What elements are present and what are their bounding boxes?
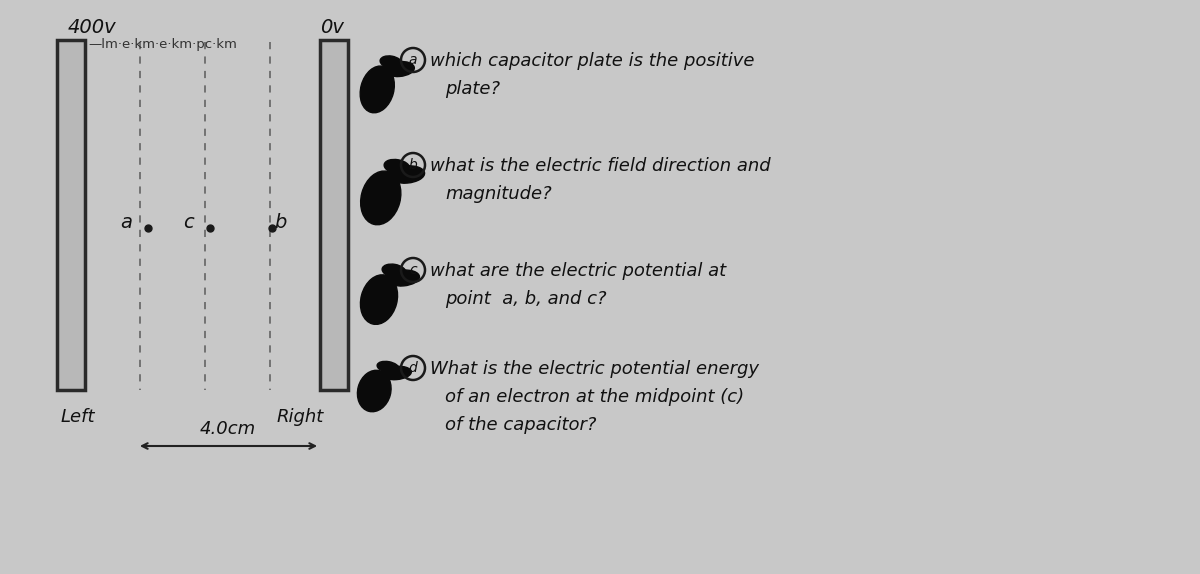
Text: 400v: 400v xyxy=(68,18,116,37)
Ellipse shape xyxy=(384,160,410,174)
Text: c: c xyxy=(182,212,193,231)
Bar xyxy=(320,40,348,390)
Text: a: a xyxy=(120,212,132,231)
Text: What is the electric potential energy: What is the electric potential energy xyxy=(430,360,760,378)
Ellipse shape xyxy=(389,166,425,183)
Ellipse shape xyxy=(382,366,412,380)
Text: point  a, b, and c?: point a, b, and c? xyxy=(445,290,606,308)
Text: 4.0cm: 4.0cm xyxy=(200,420,256,438)
Ellipse shape xyxy=(358,370,391,412)
Ellipse shape xyxy=(380,56,402,68)
Text: —lm·e·km·e·km·pc·km: —lm·e·km·e·km·pc·km xyxy=(88,38,236,51)
Text: b: b xyxy=(409,158,418,172)
Text: c: c xyxy=(409,263,416,277)
Ellipse shape xyxy=(360,275,397,324)
Bar xyxy=(58,40,85,390)
Text: which capacitor plate is the positive: which capacitor plate is the positive xyxy=(430,52,755,70)
Text: 0v: 0v xyxy=(320,18,344,37)
Text: of the capacitor?: of the capacitor? xyxy=(445,416,596,434)
Text: what are the electric potential at: what are the electric potential at xyxy=(430,262,726,280)
Ellipse shape xyxy=(384,61,414,76)
Ellipse shape xyxy=(382,264,406,277)
Text: d: d xyxy=(409,361,418,375)
Text: Left: Left xyxy=(61,408,95,426)
Ellipse shape xyxy=(360,66,395,113)
Text: magnitude?: magnitude? xyxy=(445,185,552,203)
Text: of an electron at the midpoint (c): of an electron at the midpoint (c) xyxy=(445,388,744,406)
Text: plate?: plate? xyxy=(445,80,500,98)
Text: what is the electric field direction and: what is the electric field direction and xyxy=(430,157,770,175)
Ellipse shape xyxy=(361,171,401,225)
Text: a: a xyxy=(409,53,418,67)
Ellipse shape xyxy=(386,270,420,286)
Text: Right: Right xyxy=(276,408,324,426)
Ellipse shape xyxy=(377,362,398,373)
Text: b: b xyxy=(274,212,286,231)
